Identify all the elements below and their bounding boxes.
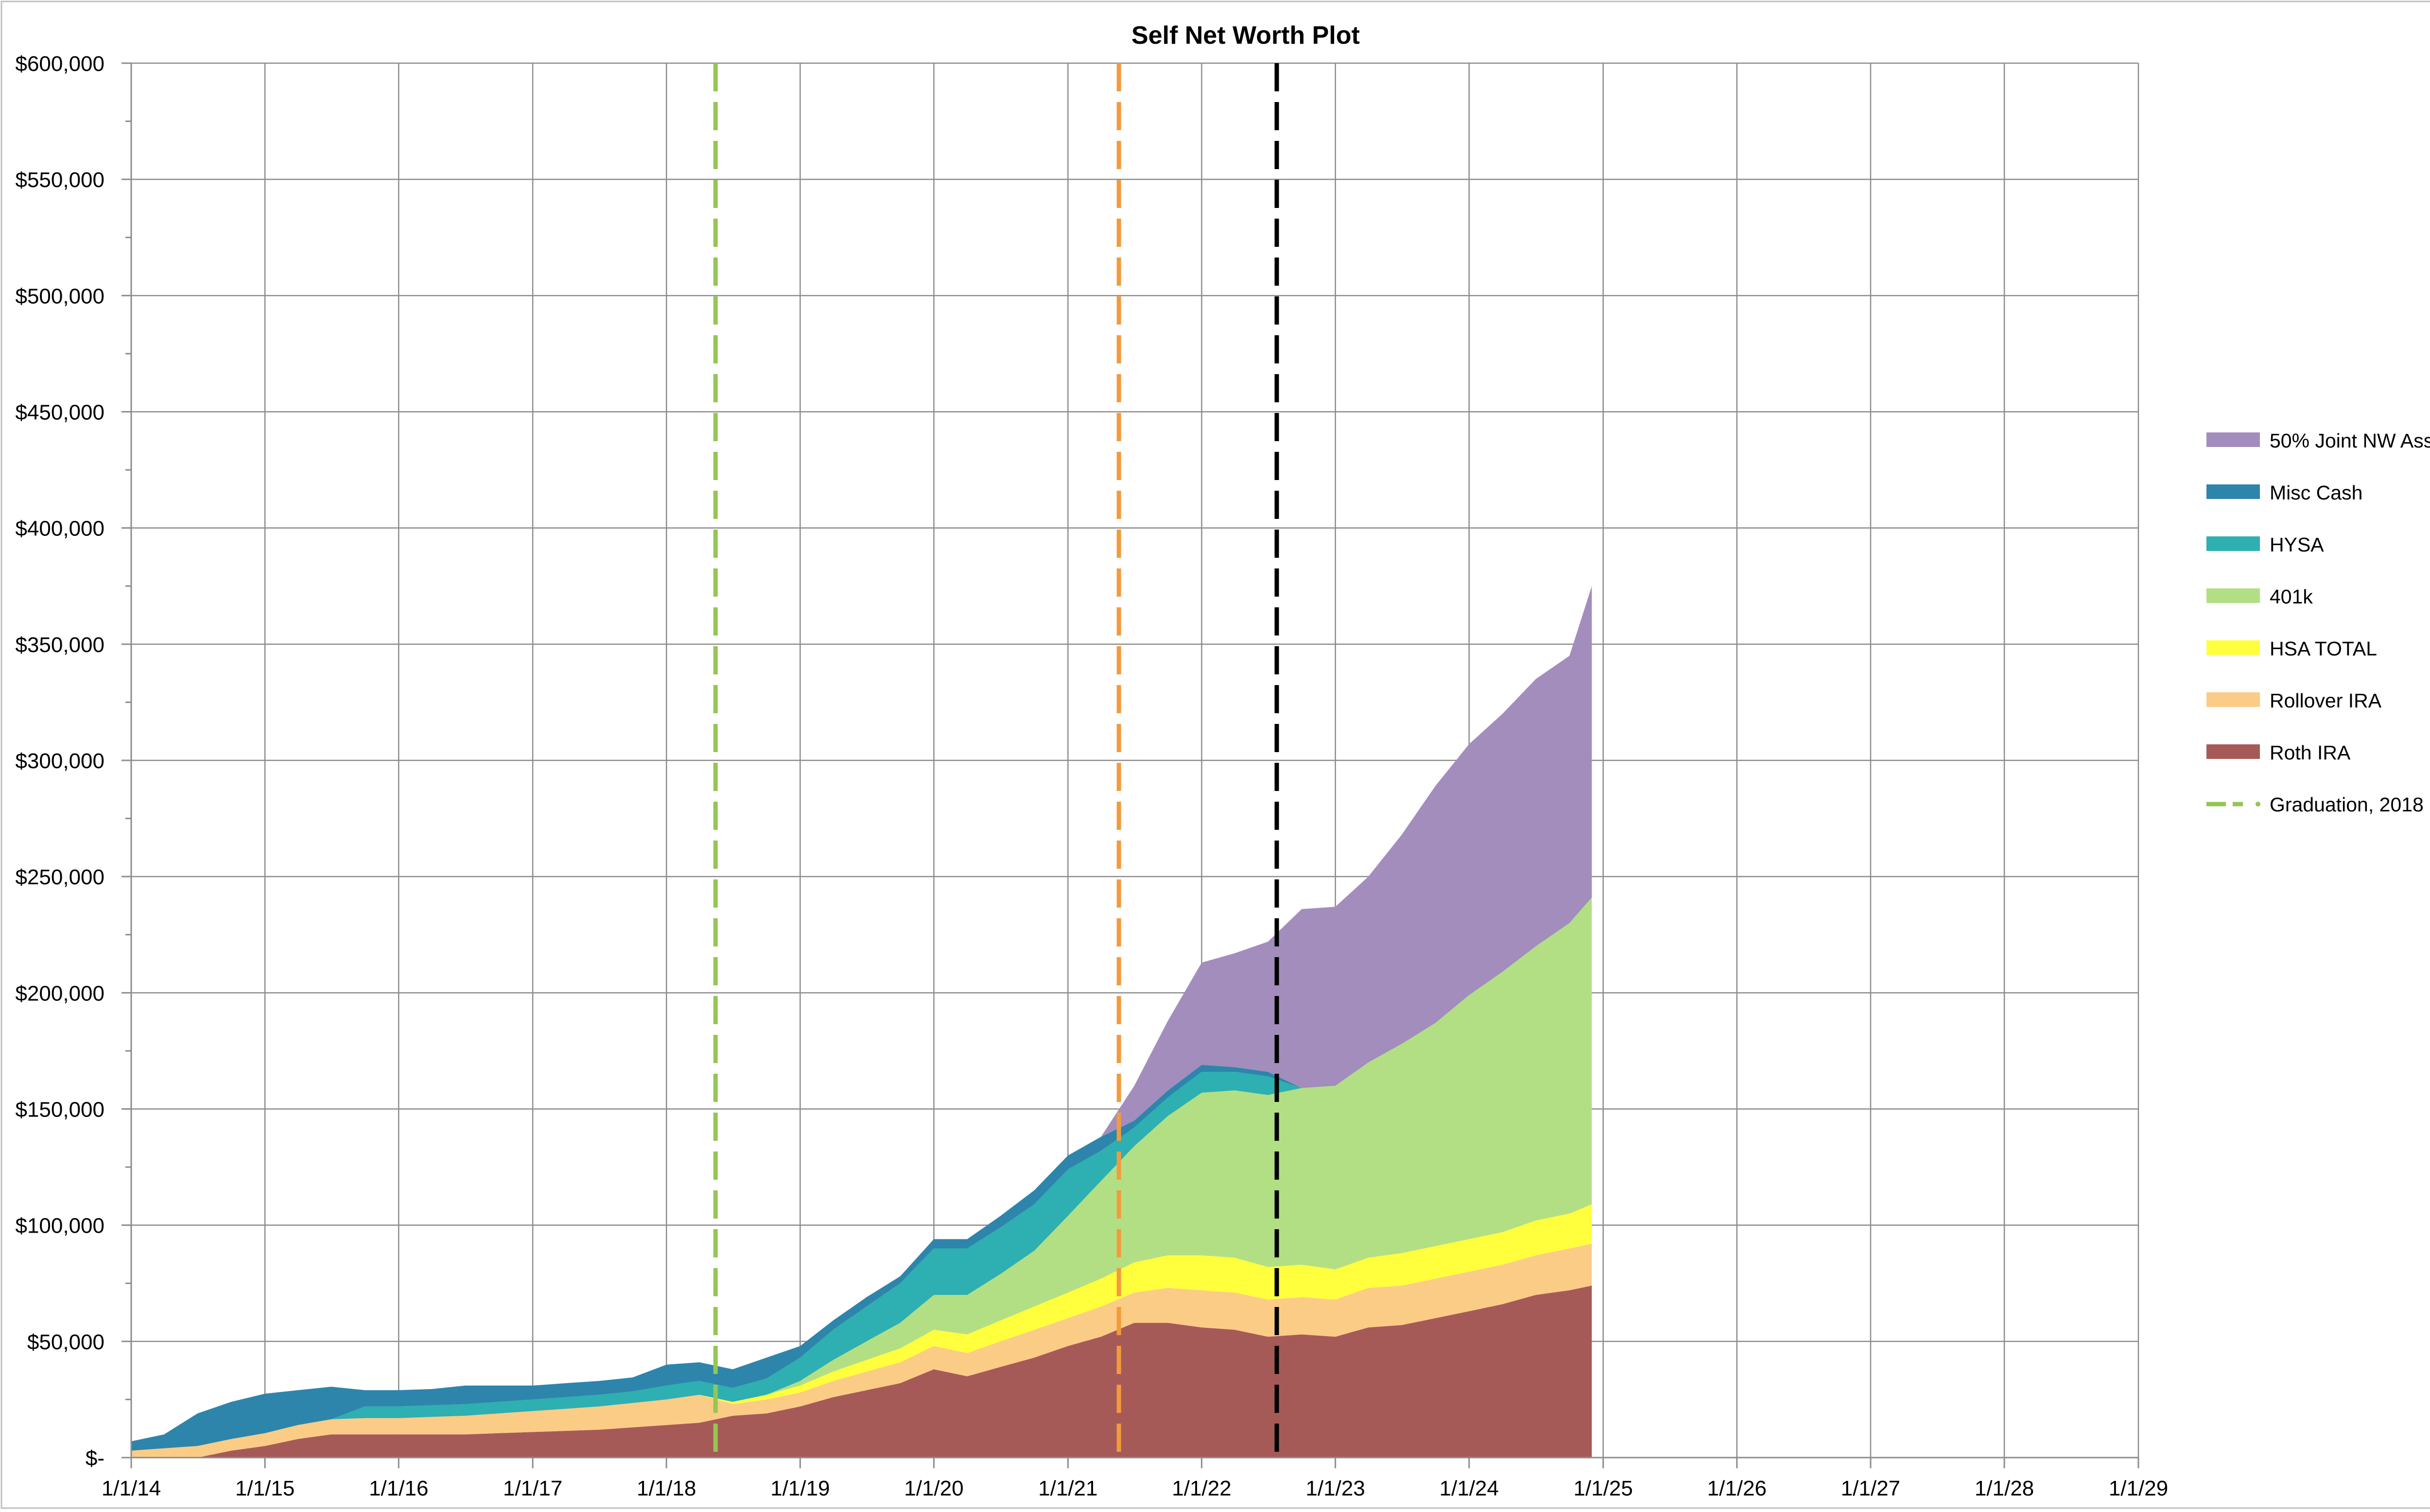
x-tick-label: 1/1/14 <box>102 1477 161 1500</box>
legend-label: Roth IRA <box>2270 741 2351 764</box>
area-hsa-total <box>131 1204 1592 1451</box>
x-tick-label: 1/1/22 <box>1172 1477 1231 1500</box>
legend-item: HYSA <box>2206 533 2324 556</box>
x-tick-label: 1/1/24 <box>1440 1477 1499 1500</box>
y-tick-label: $50,000 <box>27 1330 104 1354</box>
legend-label: Graduation, 2018 <box>2270 793 2424 816</box>
y-tick-label: $600,000 <box>15 52 104 76</box>
area-401k <box>131 897 1592 1451</box>
legend-item: 401k <box>2206 585 2313 608</box>
y-tick-label: $450,000 <box>15 401 104 425</box>
legend-label: HYSA <box>2270 533 2324 556</box>
legend-swatch <box>2206 484 2260 499</box>
area-rollover-ira <box>131 1243 1592 1458</box>
x-tick-label: 1/1/26 <box>1707 1477 1767 1500</box>
y-tick-label: $500,000 <box>15 284 104 308</box>
legend: 50% Joint NW Assets Misc Cash HYSA 401k HSA … <box>2206 430 2430 816</box>
x-tick-label: 1/1/20 <box>904 1477 963 1500</box>
x-tick-label: 1/1/23 <box>1306 1477 1365 1500</box>
x-tick-label: 1/1/18 <box>637 1477 696 1500</box>
legend-swatch <box>2206 692 2260 707</box>
legend-item: Graduation, 2018 <box>2206 793 2424 816</box>
legend-label: 50% Joint NW Assets <box>2270 430 2430 452</box>
x-tick-label: 1/1/29 <box>2109 1477 2168 1500</box>
y-tick-label: $550,000 <box>15 168 104 192</box>
legend-item: Rollover IRA <box>2206 689 2382 712</box>
legend-label: Misc Cash <box>2270 481 2362 504</box>
legend-swatch <box>2206 432 2260 447</box>
area-misc-cash <box>131 897 1592 1451</box>
y-tick-label: $250,000 <box>15 865 104 889</box>
legend-swatch <box>2206 744 2260 759</box>
x-tick-label: 1/1/21 <box>1038 1477 1097 1500</box>
x-tick-label: 1/1/19 <box>770 1477 830 1500</box>
area-roth-ira <box>131 1286 1592 1458</box>
legend-swatch-dot <box>2256 802 2260 807</box>
legend-swatch <box>2206 536 2260 551</box>
y-tick-label: $350,000 <box>15 633 104 657</box>
area-50-joint-nw-assets <box>131 586 1592 1442</box>
x-tick-label: 1/1/28 <box>1975 1477 2034 1500</box>
y-tick-label: $200,000 <box>15 981 104 1005</box>
y-tick-label: $- <box>86 1446 104 1470</box>
legend-swatch <box>2206 640 2260 655</box>
legend-item: Misc Cash <box>2206 481 2362 504</box>
x-tick-label: 1/1/25 <box>1574 1477 1633 1500</box>
y-tick-label: $400,000 <box>15 517 104 541</box>
legend-label: HSA TOTAL <box>2270 637 2377 660</box>
axis-layer: $- $50,000 $100,000 $150,000 $200,000 $250,00… <box>15 52 2168 1500</box>
y-tick-label: $100,000 <box>15 1214 104 1238</box>
legend-item: HSA TOTAL <box>2206 637 2377 660</box>
legend-item: Roth IRA <box>2206 741 2351 764</box>
legend-swatch <box>2206 588 2260 603</box>
legend-label: Rollover IRA <box>2270 689 2382 712</box>
x-tick-label: 1/1/16 <box>369 1477 428 1500</box>
legend-item: 50% Joint NW Assets <box>2206 430 2430 452</box>
y-tick-label: $300,000 <box>15 749 104 773</box>
area-layer <box>131 586 1592 1458</box>
x-tick-label: 1/1/15 <box>235 1477 295 1500</box>
y-tick-label: $150,000 <box>15 1098 104 1122</box>
area-hysa <box>131 897 1592 1451</box>
legend-label: 401k <box>2270 585 2313 608</box>
x-tick-label: 1/1/17 <box>503 1477 562 1500</box>
x-tick-label: 1/1/27 <box>1841 1477 1900 1500</box>
chart-title: Self Net Worth Plot <box>1131 21 1360 50</box>
